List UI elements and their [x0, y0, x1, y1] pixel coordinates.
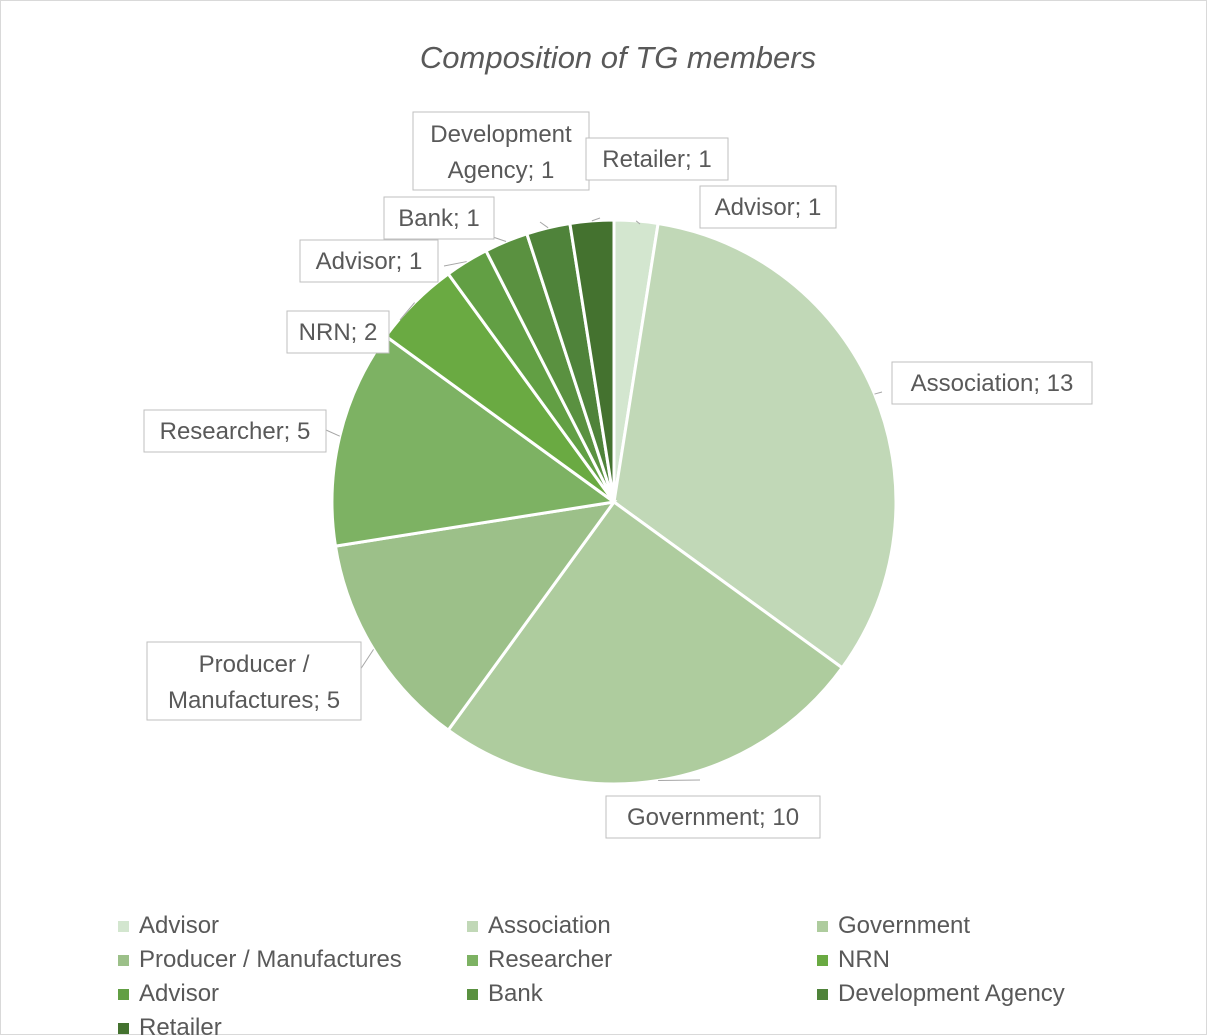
legend-label: NRN [838, 946, 890, 973]
legend-label: Development Agency [838, 980, 1065, 1007]
legend-label: Advisor [139, 912, 220, 939]
legend-label: Association [488, 912, 611, 939]
data-label-box [143, 409, 327, 453]
legend-label: Government [838, 912, 971, 939]
leader-line [325, 429, 340, 437]
legend-item-researcher-4: Researcher [467, 946, 612, 974]
data-label-text: Development Agency; 1 [430, 121, 572, 184]
data-label-box [412, 111, 590, 191]
data-label-advisor-0: Advisor; 1 [635, 185, 837, 229]
legend-item-bank-7: Bank [467, 980, 543, 1008]
legend-swatch [817, 920, 828, 932]
legend-swatch [817, 988, 828, 1000]
data-label-text: Retailer; 1 [602, 146, 711, 173]
data-label-box [383, 196, 495, 240]
data-label-text: Association; 13 [911, 370, 1074, 397]
legend-swatch [467, 920, 478, 932]
data-label-text: Government; 10 [627, 804, 799, 831]
leader-line [635, 220, 641, 225]
legend-label: Researcher [488, 946, 613, 973]
data-label-text: Researcher; 5 [160, 418, 311, 445]
data-label-box [605, 795, 821, 839]
leader-line [658, 779, 701, 782]
legend-item-producer-manufactures-3: Producer / Manufactures [118, 946, 402, 974]
leader-line [359, 649, 374, 671]
legend-swatch [118, 1022, 129, 1034]
data-label-text: NRN; 2 [299, 319, 378, 346]
legend-swatch [118, 988, 129, 1000]
data-label-government-2: Government; 10 [605, 779, 821, 839]
legend-item-advisor-6: Advisor [118, 980, 219, 1008]
data-label-nrn-5: NRN; 2 [286, 302, 415, 354]
legend-item-development-agency-8: Development Agency [817, 980, 1065, 1008]
data-label-text: Bank; 1 [398, 205, 479, 232]
data-label-box [299, 239, 439, 283]
data-label-development-agency-8: Development Agency; 1 [412, 111, 590, 229]
legend-label: Retailer [139, 1014, 222, 1036]
legend-swatch [118, 954, 129, 966]
legend-item-retailer-9: Retailer [118, 1014, 222, 1036]
data-label-association-1: Association; 13 [874, 361, 1093, 405]
data-label-box [699, 185, 837, 229]
data-label-advisor-6: Advisor; 1 [299, 239, 467, 283]
data-label-box [585, 137, 729, 181]
legend-swatch [467, 988, 478, 1000]
legend-item-government-2: Government [817, 912, 970, 940]
legend-item-association-1: Association [467, 912, 611, 940]
data-label-retailer-9: Retailer; 1 [585, 137, 729, 222]
data-label-text: Producer / Manufactures; 5 [168, 651, 340, 714]
data-label-producer-manufactures-3: Producer / Manufactures; 5 [146, 641, 374, 721]
legend-swatch [817, 954, 828, 966]
leader-line [443, 261, 467, 267]
legend-item-advisor-0: Advisor [118, 912, 219, 940]
leader-line [591, 217, 601, 222]
leader-line [874, 391, 883, 395]
pie-slice-government-2 [446, 499, 845, 786]
legend-swatch [118, 920, 129, 932]
legend-swatch [467, 954, 478, 966]
chart-title: Composition of TG members [419, 40, 817, 75]
leader-line [399, 302, 415, 321]
data-label-box [891, 361, 1093, 405]
data-label-bank-7: Bank; 1 [383, 196, 507, 242]
legend-label: Producer / Manufactures [139, 946, 402, 973]
legend-label: Advisor [139, 980, 220, 1007]
data-label-researcher-4: Researcher; 5 [143, 409, 340, 453]
legend-label: Bank [488, 980, 543, 1007]
leader-line [539, 221, 549, 229]
data-label-box [146, 641, 362, 721]
data-label-text: Advisor; 1 [316, 248, 423, 275]
legend-item-nrn-5: NRN [817, 946, 890, 974]
data-label-text: Advisor; 1 [715, 194, 822, 221]
data-label-box [286, 310, 390, 354]
